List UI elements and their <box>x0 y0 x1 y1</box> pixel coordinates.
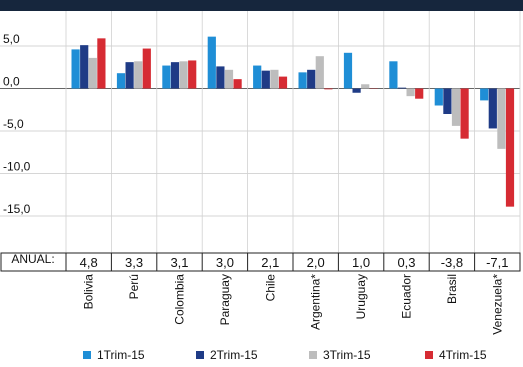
bar <box>324 88 333 90</box>
bar <box>406 88 415 97</box>
x-tick-label: Ecuador <box>400 274 414 319</box>
bar <box>443 88 452 114</box>
bar <box>415 88 424 99</box>
x-axis-labels: Bolivia Perú Colombia Paraguay Chile Argentin… <box>82 274 505 335</box>
bar <box>142 48 151 89</box>
y-tick-label: -5,0 <box>3 117 24 131</box>
bar <box>170 62 180 89</box>
annual-value: -3,8 <box>441 255 463 270</box>
bar <box>451 88 461 126</box>
annual-value: 3,1 <box>170 255 188 270</box>
x-tick-label: Venezuela* <box>490 274 504 335</box>
grid <box>0 11 521 253</box>
bar <box>389 61 398 89</box>
legend: 1Trim-15 2Trim-15 3Trim-15 4Trim-15 <box>83 348 487 362</box>
annual-value: 2,0 <box>307 255 325 270</box>
y-tick-label: 0,0 <box>3 75 20 89</box>
legend-swatch <box>83 351 91 359</box>
bar <box>134 61 143 89</box>
bar <box>460 88 469 139</box>
bar <box>315 56 324 89</box>
legend-swatch <box>425 351 433 359</box>
bar <box>71 49 80 89</box>
x-tick-label: Chile <box>263 274 277 302</box>
bar <box>397 87 407 89</box>
annual-label: ANUAL: <box>11 252 54 266</box>
x-tick-label: Paraguay <box>218 274 232 325</box>
bar <box>188 60 197 89</box>
x-tick-label: Argentina* <box>309 274 323 330</box>
bar <box>261 70 270 89</box>
bar <box>116 73 126 89</box>
bar <box>488 88 497 129</box>
annual-value: 3,3 <box>125 255 143 270</box>
bar <box>125 62 134 89</box>
legend-label: 1Trim-15 <box>97 348 145 362</box>
y-axis: 5,0 0,0 -5,0 -10,0 -15,0 <box>3 32 31 216</box>
legend-label: 2Trim-15 <box>210 348 258 362</box>
bar <box>434 88 443 106</box>
x-tick-label: Brasil <box>445 274 459 304</box>
bar <box>216 66 225 89</box>
annual-value: -7,1 <box>486 255 508 270</box>
x-tick-label: Perú <box>127 274 141 299</box>
y-tick-label: 5,0 <box>3 32 20 46</box>
bar <box>207 36 216 89</box>
annual-value: 1,0 <box>352 255 370 270</box>
annual-value: 0,3 <box>397 255 415 270</box>
bar <box>497 88 506 149</box>
bar <box>361 84 370 89</box>
bar <box>224 69 234 89</box>
legend-swatch <box>309 351 317 359</box>
annual-value: 4,8 <box>80 255 98 270</box>
x-tick-label: Bolivia <box>82 274 96 310</box>
annual-value: 2,1 <box>261 255 279 270</box>
bar <box>80 45 89 89</box>
bar <box>307 69 316 89</box>
x-tick-label: Uruguay <box>354 274 368 319</box>
bar <box>253 65 262 89</box>
annual-value: 3,0 <box>216 255 234 270</box>
y-tick-label: -15,0 <box>3 202 31 216</box>
legend-label: 4Trim-15 <box>439 348 487 362</box>
bar <box>97 38 106 89</box>
bar <box>298 72 307 89</box>
bar <box>505 88 515 207</box>
bar <box>88 57 97 89</box>
annual-row: ANUAL: 4,8 3,3 3,1 3,0 2,1 2,0 1,0 0,3 -3,8 -7,1 <box>0 252 521 272</box>
y-tick-label: -10,0 <box>3 160 31 174</box>
bar <box>233 79 242 89</box>
bar <box>162 65 171 89</box>
bar <box>343 52 353 89</box>
bars <box>71 36 515 207</box>
bar <box>480 88 489 101</box>
bar <box>278 76 288 89</box>
x-tick-label: Colombia <box>173 274 187 325</box>
legend-label: 3Trim-15 <box>323 348 371 362</box>
bar <box>179 61 188 89</box>
top-banner <box>0 0 523 11</box>
bar <box>352 88 361 93</box>
legend-swatch <box>196 351 204 359</box>
bar <box>270 69 279 89</box>
